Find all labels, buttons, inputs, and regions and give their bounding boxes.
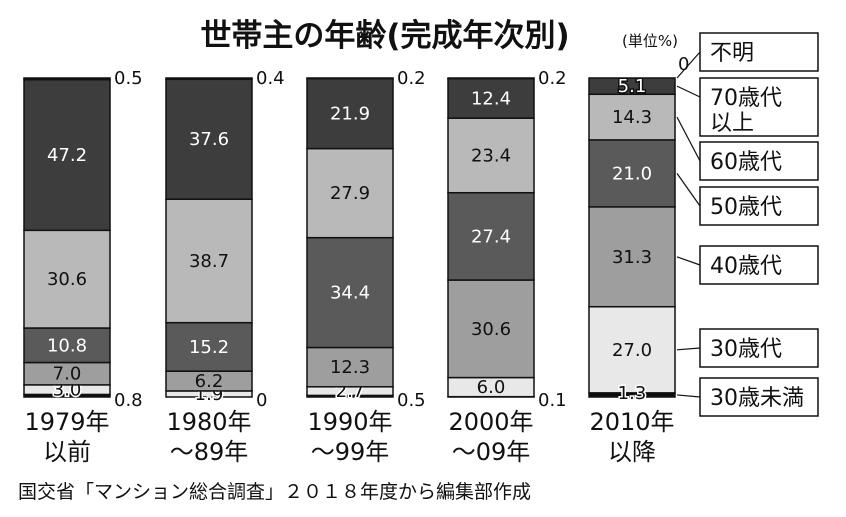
category-label: 以前 <box>43 438 91 466</box>
bar-segment <box>23 327 111 364</box>
segment-value-label: 27.9 <box>330 183 370 204</box>
source-note: 国交省「マンション総合調査」２０１８年度から編集部作成 <box>18 481 531 503</box>
bar-segment <box>588 139 676 208</box>
bar-segment <box>447 191 535 281</box>
segment-value-label: 47.2 <box>47 145 87 166</box>
segment-value-label: 14.3 <box>612 107 652 128</box>
side-value-label: 0.1 <box>538 390 567 411</box>
bars-group: 3.07.010.830.647.20.80.51.96.215.238.737… <box>23 54 689 411</box>
legend-leader-line <box>676 347 701 351</box>
segment-value-label: 31.3 <box>612 247 652 268</box>
chart-title: 世帯主の年齢(完成年次別) <box>200 18 569 54</box>
legend-leader-line <box>676 173 701 207</box>
segment-value-label: 12.3 <box>330 357 370 378</box>
bar-segment <box>306 346 394 388</box>
bar-segment <box>23 77 111 81</box>
legend-leader-line <box>676 116 701 162</box>
bar-segment <box>306 77 394 80</box>
side-value-label: 0.2 <box>397 68 426 89</box>
side-value-label: 0.8 <box>114 390 143 411</box>
category-label: 1979年 <box>24 408 109 436</box>
bar-segment <box>588 93 676 141</box>
segment-value-label: 30.6 <box>47 269 87 290</box>
segment-value-label: 21.9 <box>330 104 370 125</box>
segment-value-label: 5.1 <box>618 76 647 97</box>
legend-label: 40歳代 <box>710 254 782 279</box>
legend-box <box>699 377 819 417</box>
category-label: 2000年 <box>448 408 533 436</box>
category-label: 1990年 <box>307 408 392 436</box>
category-label: 2010年 <box>589 408 674 436</box>
side-value-label: 0 <box>678 54 689 75</box>
legend-box <box>699 32 819 72</box>
bar-segment <box>23 78 111 232</box>
segment-value-label: 34.4 <box>330 283 370 304</box>
side-value-label: 0.5 <box>114 68 143 89</box>
legend-label: 以上 <box>710 111 754 136</box>
bar-segment <box>165 77 253 81</box>
legend-label: 60歳代 <box>710 150 782 175</box>
bar-segment <box>447 77 535 119</box>
legend-box <box>699 245 819 285</box>
legend-label: 30歳代 <box>710 337 782 362</box>
category-label: ～99年 <box>311 438 390 466</box>
legend-label: 50歳代 <box>710 195 782 220</box>
legend-box <box>699 328 819 368</box>
side-value-label: 0.5 <box>397 390 426 411</box>
legend-leader-line <box>676 256 701 266</box>
segment-value-label: 38.7 <box>189 251 229 272</box>
segment-value-label: 37.6 <box>189 129 229 150</box>
segment-value-label: 27.4 <box>471 226 511 247</box>
legend-box <box>699 186 819 226</box>
legend-label: 70歳代 <box>710 86 782 111</box>
bar-segment <box>588 206 676 308</box>
legend-leader-line <box>676 85 701 98</box>
segment-value-label: 23.4 <box>471 145 511 166</box>
bar-segment <box>588 305 676 394</box>
legend-leader-line <box>676 51 701 79</box>
segment-value-label: 30.6 <box>471 319 511 340</box>
legend-leaders <box>676 51 701 398</box>
legend-leader-line <box>676 394 701 398</box>
segment-value-label: 7.0 <box>53 364 82 385</box>
segment-value-label: 27.0 <box>612 340 652 361</box>
bar-segment <box>306 147 394 239</box>
category-label: 以降 <box>608 438 656 466</box>
segment-value-label: 10.8 <box>47 335 87 356</box>
bar-segment <box>588 77 676 96</box>
legend-box <box>699 141 819 181</box>
bar-segment <box>165 321 253 372</box>
bar-segment <box>23 229 111 329</box>
legend-label: 不明 <box>710 41 754 66</box>
segment-value-label: 6.2 <box>195 371 224 392</box>
segment-value-label: 21.0 <box>612 163 652 184</box>
legend-label: 30歳未満 <box>710 386 804 411</box>
category-label: ～89年 <box>170 438 249 466</box>
category-label: 1980年 <box>166 408 251 436</box>
segment-value-label: 1.3 <box>618 383 647 404</box>
segment-value-label: 6.0 <box>477 377 506 398</box>
bar-segment <box>165 198 253 324</box>
bar-segment <box>447 77 535 80</box>
side-value-label: 0.4 <box>256 68 285 89</box>
legend-box <box>699 77 819 137</box>
bar-segment <box>306 236 394 349</box>
side-value-label: 0.2 <box>538 68 567 89</box>
segment-value-label: 12.4 <box>471 88 511 109</box>
segment-value-label: 15.2 <box>189 337 229 358</box>
side-value-label: 0 <box>256 390 267 411</box>
unit-label: (単位%) <box>622 32 678 50</box>
bar-segment <box>447 279 535 379</box>
category-label: ～09年 <box>452 438 531 466</box>
